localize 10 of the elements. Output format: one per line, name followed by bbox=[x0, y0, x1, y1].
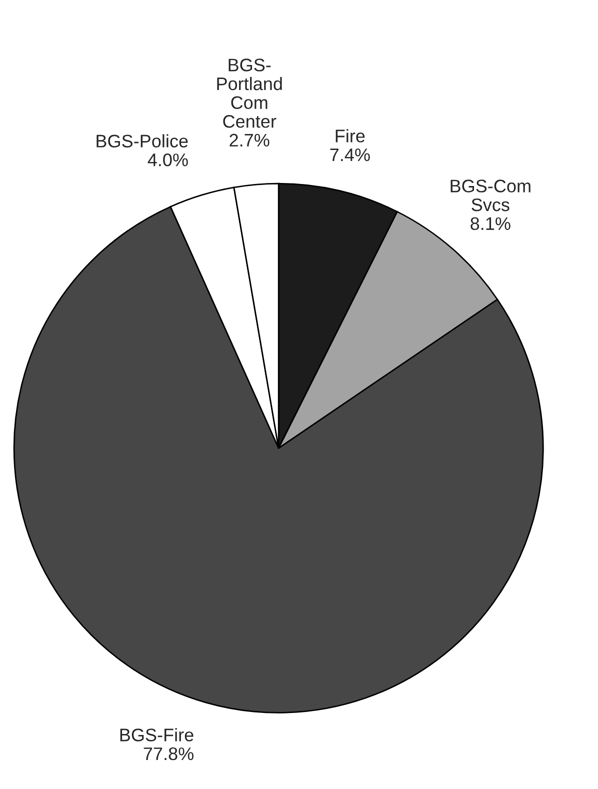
data-label: 2.7% bbox=[230, 134, 270, 147]
data-label: 77.8% bbox=[144, 747, 194, 760]
slice-label: BGS-Com Svcs bbox=[450, 180, 530, 212]
data-label: 4.0% bbox=[148, 153, 188, 166]
data-label: 7.4% bbox=[330, 148, 370, 162]
slice-label: BGS-Fire bbox=[120, 728, 194, 742]
data-label: 8.1% bbox=[470, 217, 510, 230]
slice-label: BGS- Portland Com Center bbox=[217, 58, 282, 128]
slice-label: Fire bbox=[336, 129, 365, 142]
slice-label: BGS-Police bbox=[96, 134, 188, 148]
